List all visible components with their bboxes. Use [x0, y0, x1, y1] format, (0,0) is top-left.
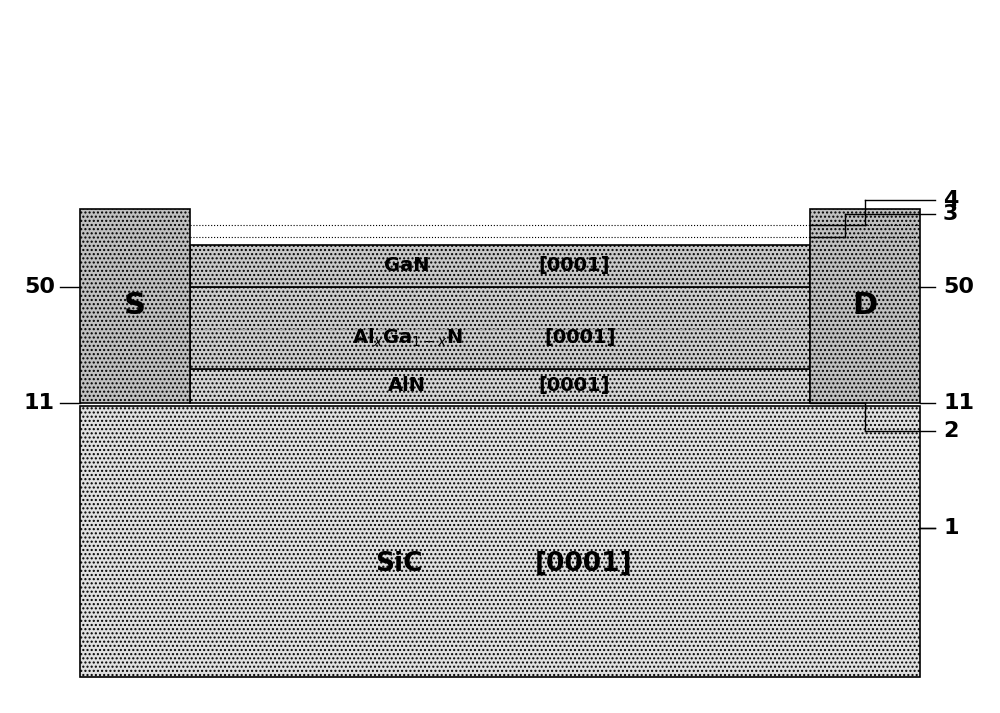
Bar	[80, 406, 920, 677]
Bar	[80, 209, 190, 403]
Bar	[810, 209, 920, 403]
Bar	[190, 369, 810, 403]
Text: 11: 11	[943, 393, 974, 413]
Text: [0001]: [0001]	[539, 257, 610, 275]
Text: 11: 11	[24, 393, 55, 413]
Text: 50: 50	[24, 277, 55, 297]
Text: S: S	[124, 292, 146, 320]
Text: [0001]: [0001]	[539, 376, 610, 395]
Text: GaN: GaN	[384, 257, 430, 275]
Text: D: D	[852, 292, 878, 320]
Text: [0001]: [0001]	[535, 550, 633, 577]
Text: 2: 2	[943, 421, 958, 441]
Text: AlN: AlN	[388, 376, 426, 395]
Bar	[190, 287, 810, 369]
Text: 1: 1	[943, 518, 959, 538]
Text: 3: 3	[943, 204, 958, 224]
Text: 4: 4	[943, 190, 958, 210]
Text: [0001]: [0001]	[545, 328, 616, 347]
Text: 50: 50	[943, 277, 974, 297]
Text: Al$_x$Ga$_{1-x}$N: Al$_x$Ga$_{1-x}$N	[352, 327, 462, 349]
Bar	[190, 245, 810, 287]
Text: SiC: SiC	[375, 550, 423, 577]
